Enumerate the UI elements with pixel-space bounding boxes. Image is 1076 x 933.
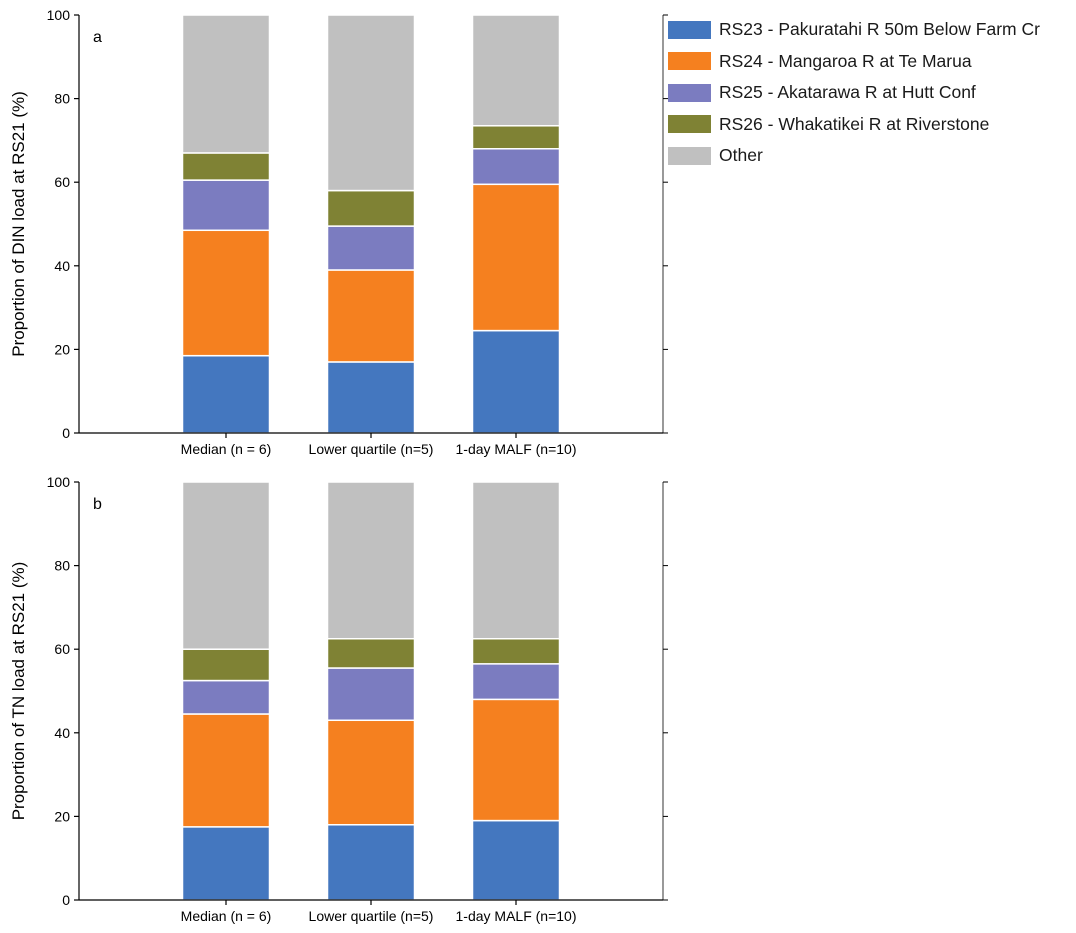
panel-a-y-tick-label-0: 0 [62,425,70,441]
legend-item-rs25: RS25 - Akatarawa R at Hutt Conf [668,77,1040,109]
panel-b-bar-rs25-3 [471,663,561,701]
legend-label-rs26: RS26 - Whakatikei R at Riverstone [719,113,990,134]
panel-a-bar-other-2 [326,14,416,192]
panel-b-bar-rs25-2 [326,667,416,722]
panel-a-y-tick-label-20: 20 [54,341,70,357]
panel-b-y-axis-title: Proportion of TN load at RS21 (%) [9,562,28,821]
legend-label-rs24: RS24 - Mangaroa R at Te Marua [719,50,972,71]
legend-swatch-rs26 [668,115,711,134]
panel-b-label: b [93,496,102,513]
panel-b-bar-rs24-3 [471,698,561,822]
panel-b-x-tick-label-3: 1-day MALF (n=10) [456,908,577,924]
panel-a-x-tick-label-2: Lower quartile (n=5) [309,441,434,457]
legend-label-rs25: RS25 - Akatarawa R at Hutt Conf [719,82,976,103]
panel-a-bar-rs24-2 [326,269,416,363]
panel-b-y-tick-label-100: 100 [47,474,71,490]
panel-a-bar-other-3 [471,14,561,127]
panel-b-bar-rs26-2 [326,638,416,669]
chart-legend: RS23 - Pakuratahi R 50m Below Farm Cr RS… [668,14,1040,172]
panel-b-bar-rs25-1 [181,679,271,715]
legend-item-rs26: RS26 - Whakatikei R at Riverstone [668,109,1040,141]
panel-a-y-axis-title: Proportion of DIN load at RS21 (%) [9,91,28,357]
legend-swatch-rs23 [668,20,711,39]
panel-a-bar-rs24-1 [181,229,271,357]
panel-a-bar-rs23-2 [326,361,416,434]
panel-b-bar-rs23-2 [326,824,416,901]
panel-a-x-tick-label-1: Median (n = 6) [181,441,272,457]
panel-a-bar-rs26-2 [326,189,416,227]
panel-a-bar-rs25-3 [471,148,561,186]
legend-item-rs23: RS23 - Pakuratahi R 50m Below Farm Cr [668,14,1040,46]
legend-label-rs23: RS23 - Pakuratahi R 50m Below Farm Cr [719,19,1040,40]
panel-b-bar-rs23-1 [181,826,271,901]
panel-a-bar-rs25-2 [326,225,416,271]
panel-a-label: a [93,29,102,46]
panel-a-bar-rs25-1 [181,179,271,232]
panel-a-y-tick-label-40: 40 [54,258,70,274]
legend-item-other: Other [668,140,1040,172]
panel-b-y-tick-label-40: 40 [54,725,70,741]
legend-swatch-rs25 [668,83,711,102]
panel-b-bar-rs23-3 [471,819,561,901]
panel-b-bar-other-1 [181,481,271,650]
panel-b-bar-rs26-1 [181,648,271,682]
panel-b-bar-other-3 [471,481,561,640]
panel-b-bar-other-2 [326,481,416,640]
legend-swatch-other [668,146,711,165]
panel-a-bar-rs23-1 [181,354,271,434]
panel-a-bar-rs26-1 [181,152,271,181]
panel-a-y-tick-label-80: 80 [54,91,70,107]
panel-b-x-tick-label-2: Lower quartile (n=5) [309,908,434,924]
panel-b-y-tick-label-80: 80 [54,558,70,574]
panel-a-bar-rs24-3 [471,183,561,332]
panel-a-y-tick-label-100: 100 [47,7,71,23]
legend-swatch-rs24 [668,52,711,71]
panel-b-bar-rs24-1 [181,713,271,828]
legend-label-other: Other [719,145,763,166]
panel-b-y-tick-label-0: 0 [62,892,70,908]
legend-item-rs24: RS24 - Mangaroa R at Te Marua [668,46,1040,78]
panel-a-bar-rs26-3 [471,125,561,150]
panel-a-bar-rs23-3 [471,329,561,434]
panel-b-bar-rs24-2 [326,719,416,826]
panel-b-bar-rs26-3 [471,638,561,665]
panel-a-bar-other-1 [181,14,271,154]
panel-b-y-tick-label-60: 60 [54,641,70,657]
panel-b-y-tick-label-20: 20 [54,808,70,824]
panel-a-y-tick-label-60: 60 [54,174,70,190]
panel-a-x-tick-label-3: 1-day MALF (n=10) [456,441,577,457]
panel-b-x-tick-label-1: Median (n = 6) [181,908,272,924]
